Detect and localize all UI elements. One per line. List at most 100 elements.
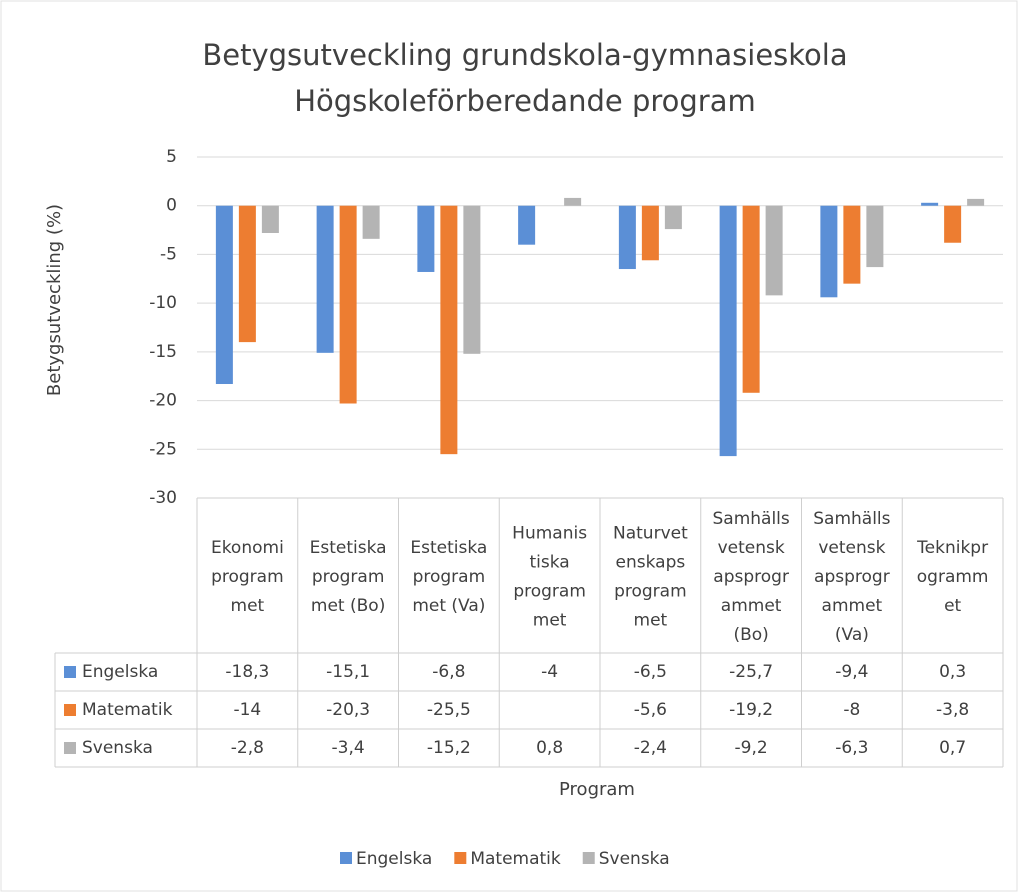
x-tick-label: program [312,567,385,587]
x-tick-label: et [944,596,961,616]
data-label: -5,6 [634,700,667,720]
bar [719,205,737,457]
data-label: -6,8 [432,662,465,682]
bar [921,202,939,206]
data-label: -3,8 [936,700,969,720]
legend-swatch [454,852,467,864]
data-label: -19,2 [729,700,773,720]
bar [238,205,256,343]
data-label: -18,3 [225,662,269,682]
data-label: -20,3 [326,700,370,720]
legend-label: Engelska [356,849,432,869]
bar [944,205,962,243]
x-tick-label: Teknikpr [916,538,988,558]
y-tick-label: -30 [149,488,177,508]
bar [843,205,861,284]
bar [463,205,481,354]
bar [866,205,884,268]
data-label: -14 [233,700,261,720]
data-label: -4 [541,662,558,682]
x-tick-label: vetensk [818,538,885,558]
x-tick-label: enskaps [616,553,686,573]
legend-label: Svenska [82,738,153,758]
y-tick-label: 5 [166,147,177,167]
x-tick-label: met (Bo) [311,596,385,616]
data-label: -6,3 [835,738,868,758]
bar [362,205,380,239]
data-label: 0,8 [536,738,563,758]
bar [339,205,357,404]
bar [765,205,783,296]
y-tick-label: 0 [166,196,177,216]
legend-label: Engelska [82,662,158,682]
legend-swatch [582,852,595,864]
y-tick-label: -20 [149,391,177,411]
x-tick-label: Ekonomi [211,538,284,558]
x-tick-label: Estetiska [410,538,487,558]
bar [518,205,536,245]
legend-swatch [64,666,76,678]
y-tick-label: -5 [160,244,177,264]
x-tick-label: met [231,596,265,616]
data-label: 0,3 [939,662,966,682]
x-tick-label: (Va) [835,625,869,645]
x-tick-label: program [211,567,284,587]
x-tick-label: program [513,582,586,602]
x-axis-title: Program [559,779,635,800]
bar [564,197,582,206]
data-label: 0,7 [939,738,966,758]
legend-swatch [64,742,76,754]
bar [664,205,682,230]
x-tick-label: Naturvet [613,524,688,544]
x-tick-label: ammet [721,596,782,616]
bar [820,205,838,298]
x-tick-label: Samhälls [813,509,890,529]
bar [316,205,334,353]
legend-swatch [340,852,352,864]
chart-title: Betygsutveckling grundskola-gymnasieskol… [202,38,847,72]
data-label: -25,5 [427,700,471,720]
data-label: -25,7 [729,662,773,682]
x-tick-label: apsprogr [814,567,890,587]
x-tick-label: Humanis [512,524,587,544]
x-tick-label: program [413,567,486,587]
x-tick-label: ogramm [917,567,989,587]
legend-swatch [64,704,76,716]
x-tick-label: met (Va) [412,596,485,616]
data-label: -2,4 [634,738,667,758]
y-axis-title: Betygsutveckling (%) [44,204,65,396]
data-label: -15,1 [326,662,370,682]
data-label: -15,2 [427,738,471,758]
bar [641,205,659,261]
data-label: -9,4 [835,662,868,682]
legend-label: Matematik [470,849,561,869]
x-tick-label: vetensk [718,538,785,558]
data-label: -3,4 [332,738,365,758]
bar [261,205,279,233]
bar [215,205,233,385]
x-tick-label: Samhälls [712,509,789,529]
legend-label: Matematik [82,700,173,720]
x-tick-label: tiska [530,553,570,573]
bar [417,205,435,272]
data-label: -6,5 [634,662,667,682]
bar [618,205,636,270]
y-tick-label: -10 [149,293,177,313]
x-tick-label: apsprogr [713,567,789,587]
x-tick-label: met [533,611,567,631]
x-tick-label: met [634,611,668,631]
data-label: -2,8 [231,738,264,758]
data-label: -9,2 [735,738,768,758]
y-tick-label: -25 [149,439,177,459]
y-tick-label: -15 [149,342,177,362]
legend-label: Svenska [599,849,670,869]
x-tick-label: program [614,582,687,602]
bar [440,205,458,455]
data-label: -8 [843,700,860,720]
chart-subtitle: Högskoleförberedande program [294,84,756,118]
x-tick-label: ammet [822,596,883,616]
x-tick-label: Estetiska [310,538,387,558]
x-tick-label: (Bo) [733,625,768,645]
